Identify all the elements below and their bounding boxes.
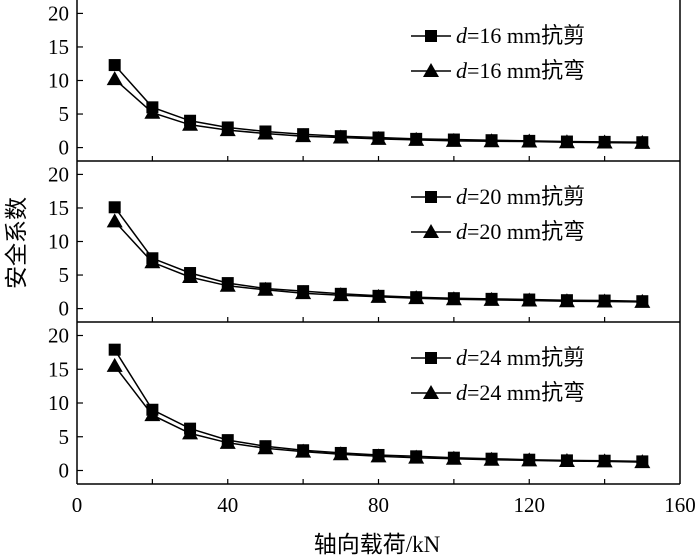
data-point (596, 293, 613, 308)
y-tick-label: 20 (48, 162, 69, 186)
series-triangle (106, 213, 651, 308)
data-point (144, 104, 161, 119)
legend-entry: d=20 mm抗剪 (411, 184, 585, 209)
data-point (219, 434, 236, 449)
legend-label: d=20 mm抗弯 (456, 219, 585, 244)
y-tick-label: 10 (48, 69, 69, 93)
y-tick-label: 15 (48, 196, 69, 220)
data-point (257, 125, 274, 140)
legend-entry: d=24 mm抗弯 (411, 380, 585, 405)
data-point (596, 134, 613, 149)
legend-label: d=16 mm抗剪 (456, 23, 585, 48)
panel-3: 0 5 10 15 20 d=24 mm抗剪 d=24 mm抗弯 (48, 322, 681, 485)
legend-label: d=24 mm抗弯 (456, 380, 585, 405)
y-tick-label: 5 (59, 425, 70, 449)
legend-entry: d=16 mm抗剪 (411, 23, 585, 48)
legend-marker (423, 63, 439, 77)
data-point (106, 357, 123, 372)
data-point (106, 213, 123, 228)
data-point (445, 450, 462, 465)
data-point (219, 277, 236, 292)
data-point (295, 443, 312, 458)
data-point (634, 454, 651, 469)
data-point (445, 291, 462, 306)
y-tick-label: 20 (48, 324, 69, 348)
y-tick-label: 20 (48, 1, 69, 25)
data-point (408, 131, 425, 146)
x-tick-label: 0 (72, 493, 83, 517)
data-point (408, 290, 425, 305)
data-point (408, 449, 425, 464)
data-point (521, 292, 538, 307)
panel-2: 0 5 10 15 20 d=20 mm抗剪 d=20 mm抗弯 (48, 161, 681, 323)
x-tick-label: 80 (368, 493, 389, 517)
legend-label: d=16 mm抗弯 (456, 58, 585, 83)
data-point (144, 254, 161, 269)
data-point (634, 293, 651, 308)
data-point (219, 122, 236, 137)
data-point (332, 129, 349, 144)
data-point (483, 451, 500, 466)
data-point (558, 293, 575, 308)
legend-label: d=20 mm抗剪 (456, 184, 585, 209)
y-tick-label: 15 (48, 357, 69, 381)
data-point (370, 288, 387, 303)
data-point (108, 201, 121, 214)
legend-entry: d=24 mm抗剪 (411, 345, 585, 370)
data-point (521, 133, 538, 148)
data-point (332, 287, 349, 302)
data-point (182, 116, 199, 131)
x-axis: 0 40 80 120 160 (72, 493, 696, 517)
data-point (521, 452, 538, 467)
y-tick-label: 0 (59, 459, 70, 483)
data-point (332, 446, 349, 461)
data-point (257, 281, 274, 296)
series-triangle (106, 357, 651, 469)
data-point (182, 269, 199, 284)
y-axis-title: 安全系数 (4, 197, 29, 289)
data-point (182, 425, 199, 440)
y-tick-label: 10 (48, 391, 69, 415)
data-point (108, 59, 121, 72)
data-point (295, 128, 312, 143)
y-tick-label: 5 (59, 263, 70, 287)
series-triangle (106, 71, 651, 149)
legend-marker (425, 30, 437, 42)
legend-marker (425, 352, 437, 364)
data-point (558, 134, 575, 149)
legend-marker (423, 385, 439, 399)
legend-marker (425, 191, 437, 203)
data-point (596, 453, 613, 468)
data-point (106, 71, 123, 86)
x-tick-label: 120 (514, 493, 546, 517)
x-axis-title: 轴向载荷/kN (314, 532, 441, 557)
data-point (144, 407, 161, 422)
y-tick-label: 15 (48, 35, 69, 59)
legend-marker (423, 224, 439, 238)
data-point (108, 343, 121, 356)
data-point (483, 291, 500, 306)
y-tick-label: 0 (59, 136, 70, 160)
x-tick-label: 40 (217, 493, 238, 517)
y-tick-label: 10 (48, 230, 69, 254)
panel-1: 0 5 10 15 20 d=16 mm抗剪 d=16 mm抗弯 (48, 0, 681, 162)
data-point (445, 132, 462, 147)
legend-entry: d=16 mm抗弯 (411, 58, 585, 83)
data-point (295, 285, 312, 300)
data-point (558, 453, 575, 468)
legend-entry: d=20 mm抗弯 (411, 219, 585, 244)
data-point (257, 440, 274, 455)
data-point (634, 134, 651, 149)
y-tick-label: 0 (59, 297, 70, 321)
y-tick-label: 5 (59, 102, 70, 126)
data-point (370, 130, 387, 145)
legend-label: d=24 mm抗剪 (456, 345, 585, 370)
data-point (370, 448, 387, 463)
x-tick-label: 160 (664, 493, 696, 517)
data-point (483, 133, 500, 148)
chart-panels: 0 5 10 15 20 d=16 mm抗剪 d=16 mm抗弯 0 5 10 15 20 d=20 m… (48, 0, 681, 485)
